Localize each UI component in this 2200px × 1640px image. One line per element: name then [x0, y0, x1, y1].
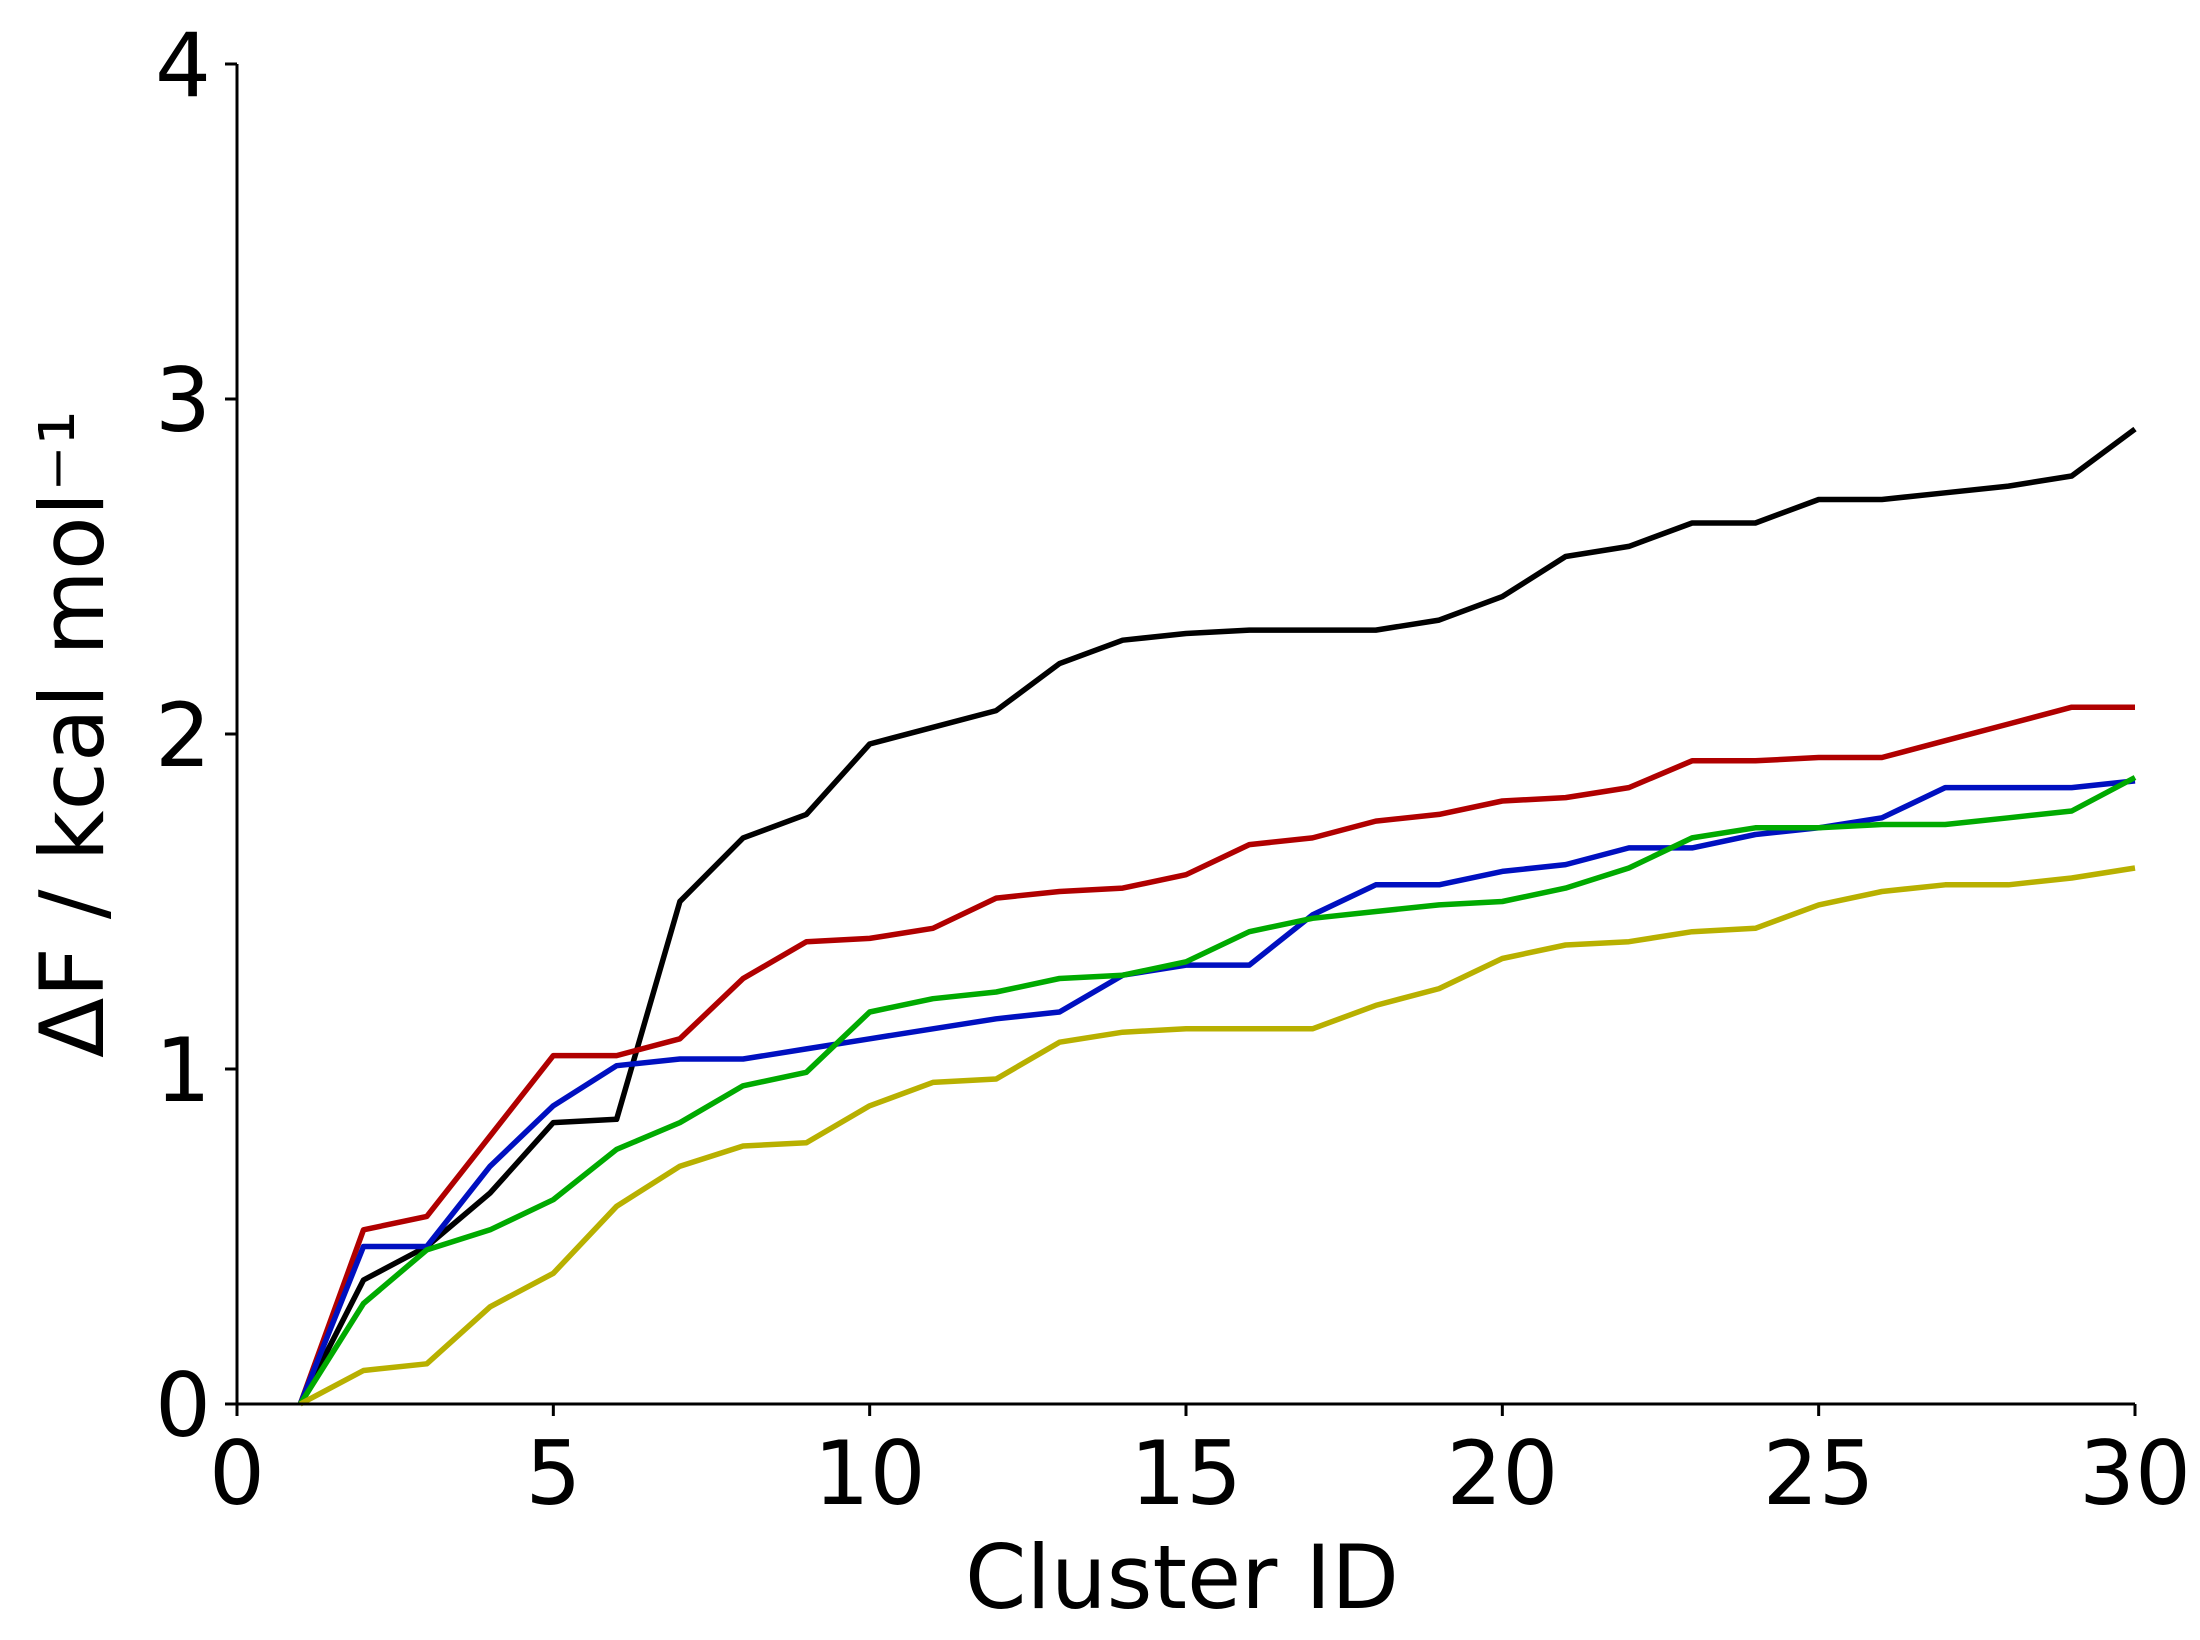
x-ticks: 0 5 10 15 20 25 30 — [209, 1404, 2191, 1525]
series-line-red — [297, 704, 2135, 1405]
series-line-olive — [299, 865, 2136, 1407]
x-axis-title: Cluster ID — [965, 1526, 1399, 1629]
x-tick-label: 20 — [1446, 1422, 1558, 1525]
y-tick-label: 2 — [155, 684, 211, 787]
y-tick-label: 1 — [155, 1019, 211, 1122]
x-tick-label: 25 — [1763, 1422, 1875, 1525]
y-tick-label: 3 — [155, 349, 211, 452]
x-tick-label: 5 — [525, 1422, 581, 1525]
y-axis-title: ΔF / kcal mol⁻¹ — [21, 410, 124, 1058]
series-line-black — [297, 426, 2137, 1406]
y-tick-label: 4 — [155, 14, 211, 117]
x-tick-label: 0 — [209, 1422, 265, 1525]
series-line-blue — [297, 778, 2136, 1406]
y-ticks: 0 1 2 3 4 — [155, 14, 237, 1457]
x-tick-label: 15 — [1130, 1422, 1242, 1525]
x-tick-label: 10 — [814, 1422, 926, 1525]
x-tick-label: 30 — [2079, 1422, 2191, 1525]
y-tick-label: 0 — [155, 1354, 211, 1457]
series-layer — [297, 426, 2137, 1407]
series-line-green — [297, 775, 2137, 1406]
